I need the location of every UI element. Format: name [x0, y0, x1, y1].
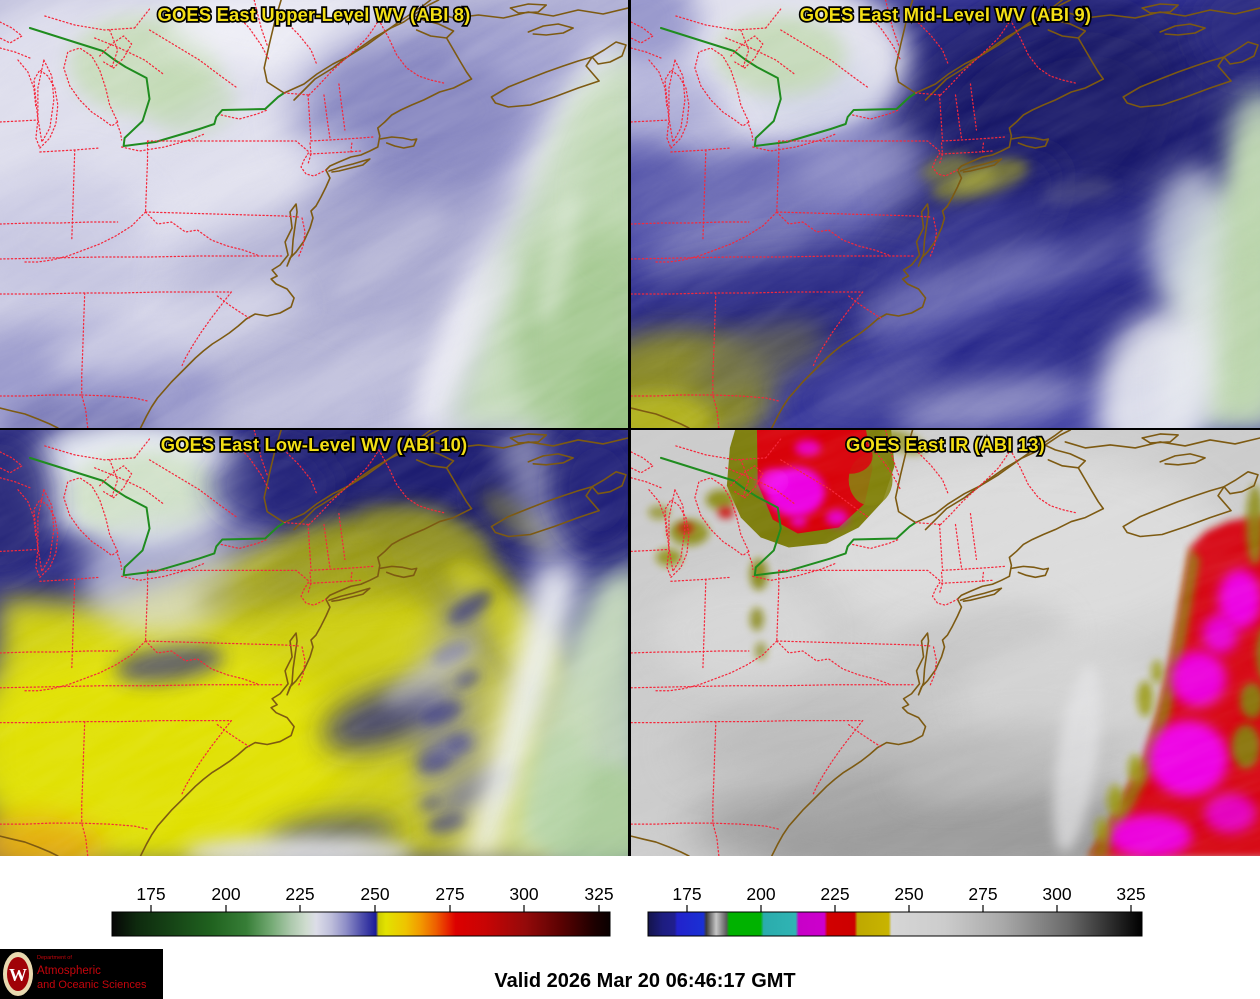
svg-text:300: 300 [1042, 884, 1071, 904]
svg-text:275: 275 [435, 884, 464, 904]
svg-text:W: W [9, 965, 27, 985]
svg-text:GOES East Mid-Level WV (ABI 9): GOES East Mid-Level WV (ABI 9) [800, 4, 1091, 25]
svg-text:225: 225 [285, 884, 314, 904]
svg-text:Valid 2026 Mar 20 06:46:17 GMT: Valid 2026 Mar 20 06:46:17 GMT [494, 970, 795, 992]
svg-text:GOES East IR (ABI 13): GOES East IR (ABI 13) [846, 434, 1045, 455]
svg-text:175: 175 [672, 884, 701, 904]
svg-text:250: 250 [360, 884, 389, 904]
svg-text:300: 300 [509, 884, 538, 904]
svg-text:325: 325 [1116, 884, 1145, 904]
svg-text:225: 225 [820, 884, 849, 904]
svg-text:200: 200 [746, 884, 775, 904]
svg-text:325: 325 [584, 884, 613, 904]
svg-text:and Oceanic Sciences: and Oceanic Sciences [37, 979, 147, 991]
svg-text:175: 175 [136, 884, 165, 904]
svg-text:GOES East Upper-Level WV (ABI: GOES East Upper-Level WV (ABI 8) [158, 4, 471, 25]
svg-text:250: 250 [894, 884, 923, 904]
svg-text:GOES East Low-Level WV (ABI 10: GOES East Low-Level WV (ABI 10) [161, 434, 468, 455]
svg-text:275: 275 [968, 884, 997, 904]
svg-text:Atmospheric: Atmospheric [37, 965, 101, 977]
svg-text:Department of: Department of [37, 955, 72, 961]
svg-text:200: 200 [211, 884, 240, 904]
